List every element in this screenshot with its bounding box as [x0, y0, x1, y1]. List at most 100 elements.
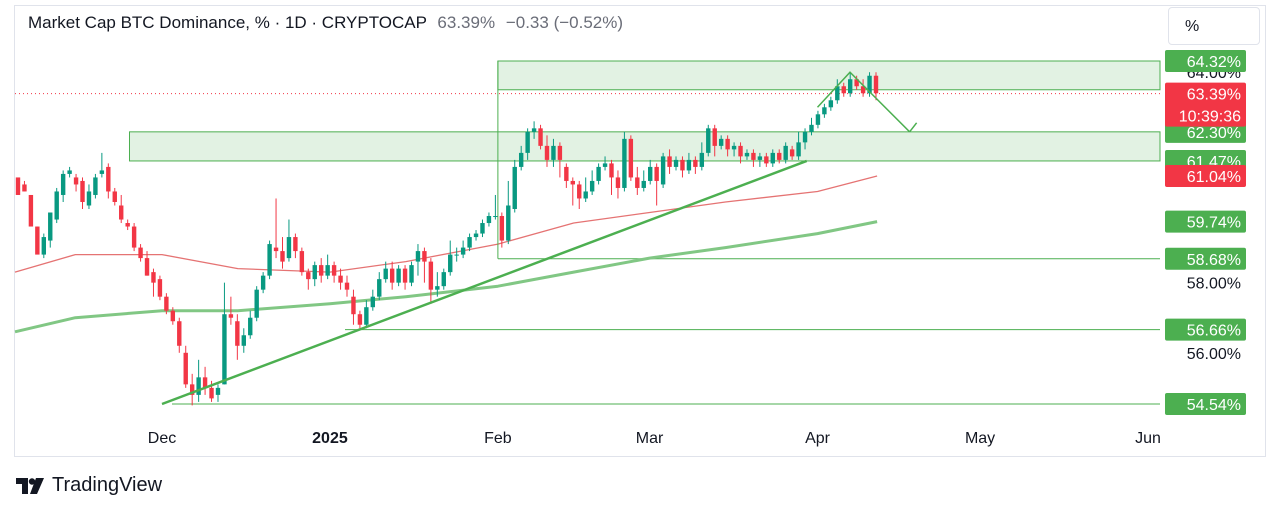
candle[interactable]	[202, 366, 208, 395]
candle[interactable]	[428, 258, 434, 304]
candle[interactable]	[306, 268, 311, 290]
candle[interactable]	[751, 149, 756, 167]
candle[interactable]	[241, 328, 246, 353]
candle[interactable]	[493, 194, 498, 220]
candle[interactable]	[293, 233, 298, 259]
candle[interactable]	[319, 258, 324, 283]
candle[interactable]	[86, 184, 92, 210]
candle[interactable]	[660, 152, 666, 188]
candle[interactable]	[67, 166, 72, 178]
candle[interactable]	[383, 261, 388, 283]
candle[interactable]	[835, 79, 840, 104]
candle[interactable]	[228, 296, 234, 325]
candle[interactable]	[273, 198, 279, 259]
candle[interactable]	[389, 261, 395, 290]
candle[interactable]	[667, 149, 672, 174]
candle[interactable]	[441, 268, 446, 290]
candle[interactable]	[815, 110, 821, 129]
candle[interactable]	[15, 177, 21, 195]
candle[interactable]	[873, 72, 879, 101]
candle[interactable]	[783, 142, 788, 164]
candle[interactable]	[802, 128, 808, 150]
candle[interactable]	[615, 170, 621, 199]
candle[interactable]	[48, 212, 53, 248]
unit-button[interactable]: %	[1168, 7, 1260, 45]
candle[interactable]	[125, 219, 130, 231]
candle[interactable]	[41, 233, 47, 259]
candle[interactable]	[164, 293, 169, 315]
candle[interactable]	[609, 159, 614, 195]
candle[interactable]	[512, 159, 517, 213]
candle[interactable]	[770, 149, 775, 167]
candle[interactable]	[589, 170, 595, 195]
candle[interactable]	[35, 226, 40, 255]
candle[interactable]	[777, 149, 782, 164]
candle[interactable]	[189, 373, 195, 406]
ma_short-line[interactable]	[14, 175, 878, 273]
candle[interactable]	[286, 219, 292, 262]
candle[interactable]	[402, 265, 408, 290]
candle[interactable]	[499, 212, 505, 248]
ma_long-line[interactable]	[14, 220, 878, 334]
candle[interactable]	[538, 124, 543, 150]
candle[interactable]	[712, 124, 717, 157]
candle[interactable]	[673, 156, 679, 171]
candle[interactable]	[299, 247, 305, 276]
candle[interactable]	[648, 159, 653, 185]
current-price-tag[interactable]: 63.39% 10:39:36	[1165, 82, 1246, 127]
candle[interactable]	[22, 180, 27, 192]
candle[interactable]	[338, 268, 343, 290]
candle[interactable]	[119, 194, 124, 224]
level-tag-0[interactable]: 64.32%	[1165, 50, 1246, 72]
candle[interactable]	[415, 244, 421, 276]
candle[interactable]	[693, 156, 698, 174]
candle[interactable]	[254, 286, 259, 322]
candle[interactable]	[267, 240, 272, 280]
candle[interactable]	[577, 180, 582, 210]
candle[interactable]	[744, 149, 750, 160]
candle[interactable]	[635, 166, 640, 195]
level-tag-3[interactable]: 59.74%	[1165, 210, 1246, 233]
candle[interactable]	[28, 194, 34, 227]
candle[interactable]	[99, 152, 105, 178]
level-tag-5[interactable]: 56.66%	[1165, 318, 1246, 341]
candle[interactable]	[641, 170, 646, 192]
candle[interactable]	[312, 261, 317, 287]
candle[interactable]	[370, 289, 376, 311]
candle[interactable]	[796, 131, 801, 160]
candle[interactable]	[144, 251, 150, 276]
candle[interactable]	[248, 310, 253, 339]
candle[interactable]	[570, 177, 575, 206]
projection-path[interactable]	[816, 71, 911, 133]
candle[interactable]	[235, 314, 240, 360]
candle[interactable]	[409, 261, 414, 287]
candle[interactable]	[454, 247, 459, 262]
candle[interactable]	[138, 244, 143, 262]
candle[interactable]	[80, 177, 85, 210]
candle[interactable]	[325, 254, 330, 280]
candle[interactable]	[112, 187, 117, 206]
candle[interactable]	[551, 138, 556, 167]
candle[interactable]	[564, 163, 569, 188]
candle[interactable]	[331, 261, 337, 283]
candle[interactable]	[809, 117, 814, 136]
candle[interactable]	[506, 180, 511, 245]
candle[interactable]	[364, 300, 369, 329]
candle[interactable]	[467, 233, 472, 252]
candle[interactable]	[602, 156, 608, 171]
candle[interactable]	[422, 247, 427, 283]
candle[interactable]	[725, 135, 730, 157]
candle[interactable]	[764, 152, 769, 167]
candle[interactable]	[699, 142, 705, 171]
candle[interactable]	[151, 268, 156, 297]
candle[interactable]	[351, 289, 356, 325]
candle[interactable]	[260, 272, 266, 294]
candle[interactable]	[222, 282, 227, 385]
candle[interactable]	[557, 142, 563, 178]
candle[interactable]	[157, 275, 163, 301]
candle[interactable]	[448, 240, 453, 276]
candle[interactable]	[170, 307, 176, 325]
support-trendline[interactable]	[161, 159, 808, 406]
candle[interactable]	[183, 345, 188, 388]
